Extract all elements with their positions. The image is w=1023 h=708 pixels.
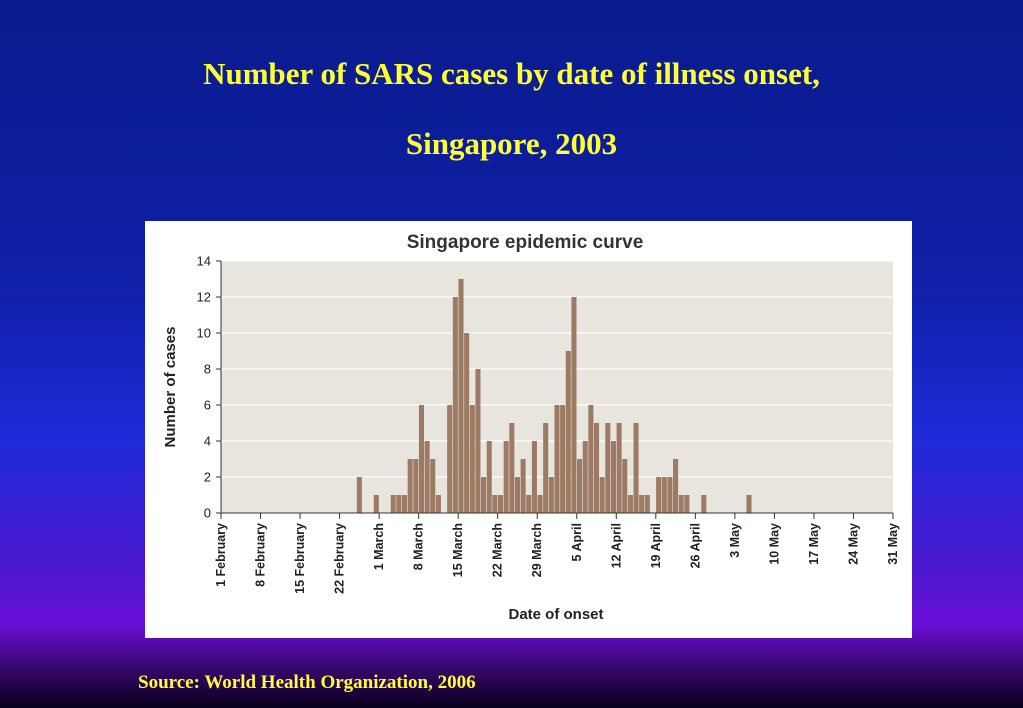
- bar: [531, 441, 537, 513]
- y-tick-label: 6: [204, 398, 211, 413]
- bar: [554, 405, 560, 513]
- slide-title-line-1: Number of SARS cases by date of illness …: [203, 56, 820, 91]
- x-tick-label: 5 April: [570, 523, 584, 561]
- bar: [458, 279, 464, 513]
- x-tick-label: 15 March: [451, 523, 465, 577]
- bar: [605, 423, 611, 513]
- bar: [407, 459, 413, 513]
- y-tick-label: 0: [204, 506, 211, 521]
- y-tick-label: 2: [204, 470, 211, 485]
- bar: [644, 495, 650, 513]
- bar: [509, 423, 515, 513]
- x-tick-label: 15 February: [293, 523, 307, 594]
- chart-title: Singapore epidemic curve: [407, 232, 644, 253]
- y-tick-label: 14: [197, 254, 211, 269]
- bar: [447, 405, 453, 513]
- bar: [673, 459, 679, 513]
- epidemic-curve-chart: 0 2 4 6 8 10 12 14 1 February 8 February 15 Februa…: [162, 232, 900, 623]
- y-tick-label: 4: [204, 434, 211, 449]
- x-tick-label: 12 April: [609, 523, 623, 568]
- bar: [610, 441, 616, 513]
- bar: [548, 477, 554, 513]
- bar: [594, 423, 600, 513]
- bar: [424, 441, 430, 513]
- bar: [418, 405, 424, 513]
- bar: [627, 495, 633, 513]
- bar: [452, 297, 458, 513]
- bar: [577, 459, 583, 513]
- y-axis-label: Number of cases: [162, 327, 179, 448]
- bar: [464, 333, 470, 513]
- x-axis-label: Date of onset: [508, 606, 603, 623]
- bar: [667, 477, 673, 513]
- bar: [582, 441, 588, 513]
- bar: [492, 495, 498, 513]
- y-tick-label: 10: [197, 326, 211, 341]
- bar: [565, 351, 571, 513]
- x-tick-label: 31 May: [886, 523, 900, 565]
- bar: [571, 297, 577, 513]
- bar: [678, 495, 684, 513]
- x-tick-label: 1 February: [214, 523, 228, 587]
- bar: [413, 459, 419, 513]
- x-tick-label: 29 March: [530, 523, 544, 577]
- bar: [537, 495, 543, 513]
- bar: [396, 495, 402, 513]
- bar: [373, 495, 379, 513]
- bar: [656, 477, 662, 513]
- bar: [520, 459, 526, 513]
- bar: [543, 423, 549, 513]
- bar: [481, 477, 487, 513]
- bar: [639, 495, 645, 513]
- x-tick-label: 26 April: [688, 523, 702, 568]
- bar: [469, 405, 475, 513]
- bar: [486, 441, 492, 513]
- bar: [684, 495, 690, 513]
- slide-title-line-2: Singapore, 2003: [405, 126, 618, 161]
- x-tick-label: 22 February: [333, 523, 347, 594]
- x-tick-label: 8 March: [412, 523, 426, 570]
- bar: [430, 459, 436, 513]
- bar: [390, 495, 396, 513]
- x-tick-label: 3 May: [728, 523, 742, 558]
- bar: [661, 477, 667, 513]
- bar: [475, 369, 481, 513]
- bar: [622, 459, 628, 513]
- y-tick-label: 12: [197, 290, 211, 305]
- bar: [633, 423, 639, 513]
- bar: [498, 495, 504, 513]
- bar: [402, 495, 408, 513]
- chart-panel: 0 2 4 6 8 10 12 14 1 February 8 February 15 Februa…: [145, 221, 912, 638]
- bar: [356, 477, 362, 513]
- bar: [588, 405, 594, 513]
- bar: [435, 495, 441, 513]
- bar: [746, 495, 752, 513]
- bar: [526, 495, 532, 513]
- bar: [503, 441, 509, 513]
- bar: [616, 423, 622, 513]
- bar: [514, 477, 520, 513]
- x-tick-label: 19 April: [649, 523, 663, 568]
- x-tick-label: 8 February: [254, 523, 268, 587]
- y-tick-label: 8: [204, 362, 211, 377]
- x-tick-label: 10 May: [767, 523, 781, 565]
- bar: [560, 405, 566, 513]
- source-caption: Source: World Health Organization, 2006: [138, 672, 476, 693]
- bar: [701, 495, 707, 513]
- bar: [599, 477, 605, 513]
- x-tick-label: 22 March: [491, 523, 505, 577]
- x-tick-label: 1 March: [372, 523, 386, 570]
- x-tick-label: 17 May: [807, 523, 821, 565]
- x-tick-label: 24 May: [846, 523, 860, 565]
